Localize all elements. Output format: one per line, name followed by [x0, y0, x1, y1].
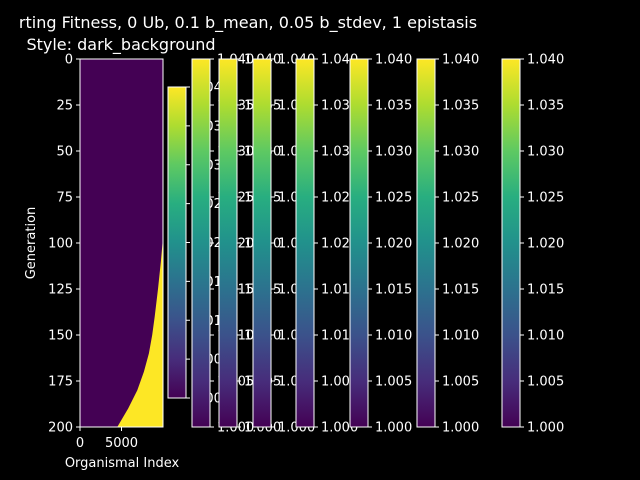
x-axis-label: Organismal Index: [65, 456, 180, 471]
colorbar-tick-label: 1.020: [442, 237, 479, 252]
colorbar-tick-label: 1.020: [375, 237, 412, 252]
x-tick-label: 0: [76, 436, 84, 451]
colorbar-tick-label: 1.010: [321, 329, 358, 344]
colorbar-tick-label: 1.000: [321, 421, 358, 436]
colorbar-tick-label: 1.010: [527, 329, 564, 344]
colorbar-tick-label: 1.000: [375, 421, 412, 436]
colorbar: 1.000 1.005 1.010 1.015 1.020 1.025 1.030 1.035…: [295, 53, 358, 436]
colorbar-tick-label: 1.025: [527, 191, 564, 206]
y-tick-label: 0: [65, 53, 73, 68]
colorbar-gradient: [501, 58, 521, 428]
colorbar-tick-label: 1.035: [442, 99, 479, 114]
colorbar-gradient: [349, 58, 369, 428]
colorbar-tick-label: 1.005: [375, 375, 412, 390]
colorbar: 1.0001.0051.0101.0151.0201.0251.0301.035…: [218, 53, 281, 436]
colorbar: 1.000 1.005 1.010 1.015 1.020 1.025 1.030 1.035…: [416, 53, 479, 436]
colorbar-tick-label: 1.040: [442, 53, 479, 68]
colorbar-tick-label: 1.030: [442, 145, 479, 160]
colorbar-tick-label: 1.015: [375, 283, 412, 298]
colorbar-tick-label: 1.040: [527, 53, 564, 68]
colorbar-tick-label: 1.005: [321, 375, 358, 390]
y-tick-label: 150: [48, 329, 73, 344]
y-tick-label: 200: [48, 421, 73, 436]
colorbar-tick-label: 1.035: [527, 99, 564, 114]
colorbar-gradient: [416, 58, 436, 428]
colorbar-tick-label: 1.000: [527, 421, 564, 436]
y-tick-label: 100: [48, 237, 73, 252]
y-tick-label: 75: [56, 191, 73, 206]
colorbar-tick-label: 1.010: [375, 329, 412, 344]
colorbar-tick-label: 1.000: [442, 421, 479, 436]
colorbar-gradient: [167, 86, 187, 399]
heatmap-high-region: [117, 237, 163, 427]
y-tick-label: 175: [48, 375, 73, 390]
colorbar-gradient: [252, 58, 272, 428]
colorbar: 1.000 1.005 1.010 1.015 1.020 1.025 1.030 1.035…: [349, 53, 412, 436]
colorbars: 1.000 1.005 1.010 1.015 1.020 1.025 1.030 1.035…: [167, 53, 564, 436]
colorbar-tick-label: 1.030: [321, 145, 358, 160]
colorbar-tick-label: 1.025: [442, 191, 479, 206]
colorbar-tick-label: 1.035: [321, 99, 358, 114]
colorbar-tick-label: 1.030: [375, 145, 412, 160]
colorbar-gradient: [295, 58, 315, 428]
colorbar-gradient: [218, 58, 238, 428]
y-tick-label: 25: [56, 99, 73, 114]
colorbar-tick-label: 1.010: [442, 329, 479, 344]
chart-title: rting Fitness, 0 Ub, 0.1 b_mean, 0.05 b_…: [19, 13, 477, 33]
colorbar: 1.000 1.005 1.010 1.015 1.020 1.025 1.030 1.035…: [501, 53, 564, 436]
y-axis-label: Generation: [24, 207, 39, 280]
colorbar-tick-label: 1.020: [321, 237, 358, 252]
colorbar-tick-label: 1.040: [375, 53, 412, 68]
x-tick-label: 5000: [105, 436, 138, 451]
colorbar-tick-label: 1.015: [527, 283, 564, 298]
colorbar-tick-label: 1.015: [442, 283, 479, 298]
colorbar-tick-label: 1.020: [527, 237, 564, 252]
colorbar-tick-label: 1.005: [442, 375, 479, 390]
colorbar-tick-label: 1.030: [527, 145, 564, 160]
colorbar-tick-label: 1.015: [321, 283, 358, 298]
colorbar-tick-label: 1.025: [321, 191, 358, 206]
chart-subtitle: Style: dark_background: [26, 35, 215, 55]
colorbar-tick-label: 1.040: [321, 53, 358, 68]
colorbar-tick-label: 1.005: [527, 375, 564, 390]
colorbar-tick-label: 1.025: [375, 191, 412, 206]
y-tick-label: 125: [48, 283, 73, 298]
y-tick-label: 50: [56, 145, 73, 160]
colorbar-gradient: [191, 58, 211, 428]
colorbar-tick-label: 1.035: [375, 99, 412, 114]
